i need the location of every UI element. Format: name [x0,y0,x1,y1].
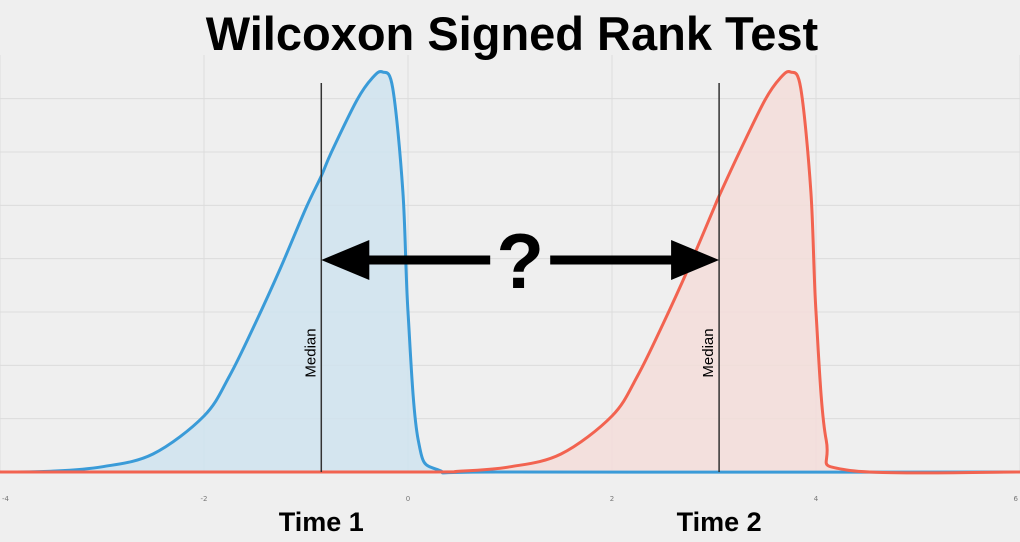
median-label-series-2: Median [700,328,717,377]
x-tick-label: 0 [406,495,410,503]
group-label-series-2: Time 2 [677,507,762,537]
arrow-head-left [321,240,370,280]
density-fill-series-1 [0,71,1020,473]
x-tick-label: 4 [814,495,819,503]
density-fill-series-2 [0,71,1020,473]
group-label-series-1: Time 1 [279,507,364,537]
comparison-arrow: ? [321,217,720,305]
x-tick-label: -2 [201,495,208,503]
median-label-series-1: Median [302,328,319,377]
median-lines: Median Median [302,83,720,472]
group-labels: Time 1 Time 2 [279,507,762,537]
x-tick-label: 6 [1014,495,1019,503]
x-tick-label: 2 [610,495,614,503]
arrow-head-right [671,240,720,280]
x-ticks: -4 -2 0 2 4 6 [2,495,1019,503]
density-line-series-1 [0,70,1020,475]
chart-title: Wilcoxon Signed Rank Test [206,7,819,60]
x-tick-label: -4 [2,495,10,503]
grid [0,55,1020,472]
question-mark: ? [496,217,544,305]
